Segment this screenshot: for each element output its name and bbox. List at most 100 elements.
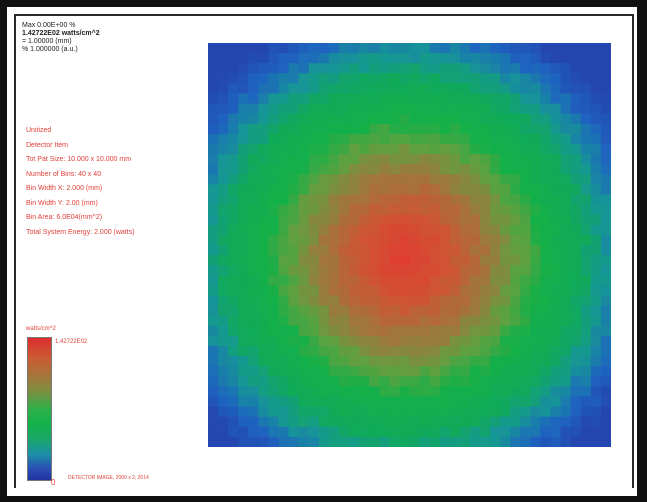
heatmap-cell bbox=[338, 214, 350, 226]
heatmap-cell bbox=[308, 133, 320, 145]
heatmap-cell bbox=[570, 325, 582, 337]
heatmap-cell bbox=[409, 295, 421, 307]
heatmap-cell bbox=[228, 406, 239, 418]
heatmap-cell bbox=[359, 376, 370, 387]
heatmap-cell bbox=[328, 103, 340, 115]
heatmap-cell bbox=[580, 144, 592, 155]
heatmap-cell bbox=[228, 335, 239, 347]
heatmap-cell bbox=[570, 305, 582, 317]
heatmap-cell bbox=[369, 366, 380, 377]
heatmap-cell bbox=[268, 335, 280, 347]
heatmap-cell bbox=[258, 416, 270, 428]
heatmap-cell bbox=[469, 426, 481, 438]
heatmap-cell bbox=[570, 113, 582, 125]
heatmap-cell bbox=[429, 204, 441, 216]
heatmap-cell bbox=[409, 43, 421, 54]
heatmap-cell bbox=[268, 356, 280, 367]
heatmap-cell bbox=[419, 275, 431, 286]
heatmap-cell bbox=[399, 386, 411, 398]
heatmap-cell bbox=[228, 214, 239, 226]
heatmap-cell bbox=[208, 214, 219, 226]
heatmap-cell bbox=[288, 335, 300, 347]
heatmap-cell bbox=[318, 73, 330, 84]
heatmap-cell bbox=[419, 386, 431, 398]
heatmap-cell bbox=[308, 83, 320, 95]
heatmap-cell bbox=[228, 194, 239, 206]
heatmap-cell bbox=[218, 386, 229, 398]
heatmap-cell bbox=[600, 426, 611, 438]
heatmap-cell bbox=[520, 154, 531, 165]
heatmap-cell bbox=[550, 396, 562, 408]
heatmap-cell bbox=[288, 164, 300, 175]
heatmap-cell bbox=[530, 376, 542, 387]
heatmap-cell bbox=[459, 194, 471, 206]
heatmap-cell bbox=[409, 406, 421, 418]
heatmap-cell bbox=[520, 133, 531, 145]
heatmap-cell bbox=[560, 416, 572, 428]
heatmap-cell bbox=[500, 53, 511, 64]
heatmap-cell bbox=[238, 356, 249, 367]
heatmap-cell bbox=[258, 346, 270, 357]
heatmap-cell bbox=[218, 366, 229, 377]
heatmap-cell bbox=[288, 83, 300, 95]
heatmap-cell bbox=[469, 184, 481, 196]
header-line-3: = 1.00000 (mm) bbox=[22, 38, 72, 45]
heatmap-cell bbox=[600, 366, 611, 377]
heatmap-cell bbox=[520, 194, 531, 206]
heatmap-cell bbox=[379, 144, 390, 155]
heatmap-cell bbox=[580, 416, 592, 428]
heatmap-cell bbox=[338, 315, 350, 327]
heatmap-cell bbox=[560, 214, 572, 226]
heatmap-cell bbox=[560, 174, 572, 185]
heatmap-cell bbox=[580, 245, 592, 256]
heatmap-cell bbox=[359, 275, 370, 286]
heatmap-cell bbox=[389, 436, 401, 447]
heatmap-cell bbox=[419, 154, 431, 165]
heatmap-cell bbox=[550, 255, 562, 266]
heatmap-cell bbox=[258, 265, 270, 276]
heatmap-cell bbox=[590, 426, 602, 438]
heatmap-cell bbox=[429, 436, 441, 447]
heatmap-cell bbox=[429, 275, 441, 286]
heatmap-cell bbox=[530, 103, 542, 115]
heatmap-cell bbox=[268, 295, 280, 307]
heatmap-cell bbox=[258, 426, 270, 438]
heatmap-cell bbox=[228, 63, 239, 74]
heatmap-cell bbox=[449, 194, 461, 206]
heatmap-cell bbox=[540, 265, 552, 276]
heatmap-cell bbox=[328, 295, 340, 307]
heatmap-cell bbox=[399, 295, 411, 307]
heatmap-cell bbox=[480, 396, 491, 408]
heatmap-cell bbox=[560, 346, 572, 357]
heatmap-cell bbox=[218, 234, 229, 246]
heatmap-cell bbox=[520, 214, 531, 226]
heatmap-cell bbox=[540, 346, 552, 357]
heatmap-cell bbox=[399, 315, 411, 327]
heatmap-cell bbox=[248, 113, 259, 125]
header-line-1: Max 0.00E+00 % bbox=[22, 22, 76, 29]
heatmap-cell bbox=[298, 396, 310, 408]
heatmap-cell bbox=[399, 234, 411, 246]
heatmap-cell bbox=[288, 194, 300, 206]
heatmap-cell bbox=[570, 214, 582, 226]
heatmap-cell bbox=[490, 123, 501, 135]
heatmap-cell bbox=[600, 123, 611, 135]
heatmap-cell bbox=[500, 386, 511, 398]
heatmap-svg bbox=[208, 43, 611, 447]
heatmap-cell bbox=[540, 144, 552, 155]
heatmap-cell bbox=[409, 123, 421, 135]
heatmap-cell bbox=[318, 386, 330, 398]
heatmap-cell bbox=[308, 103, 320, 115]
heatmap-cell bbox=[369, 113, 380, 125]
heatmap-cell bbox=[318, 123, 330, 135]
heatmap-cell bbox=[349, 53, 360, 64]
heatmap-cell bbox=[429, 416, 441, 428]
heatmap-cell bbox=[490, 113, 501, 125]
bin-area: Bin Area: 6.0E04(mm^2) bbox=[26, 214, 103, 221]
heatmap-cell bbox=[429, 426, 441, 438]
heatmap-cell bbox=[328, 93, 340, 105]
heatmap-cell bbox=[248, 224, 259, 236]
bin-width-y: Bin Width Y: 2.00 (mm) bbox=[26, 199, 98, 207]
heatmap-cell bbox=[218, 93, 229, 105]
heatmap-cell bbox=[278, 335, 290, 347]
